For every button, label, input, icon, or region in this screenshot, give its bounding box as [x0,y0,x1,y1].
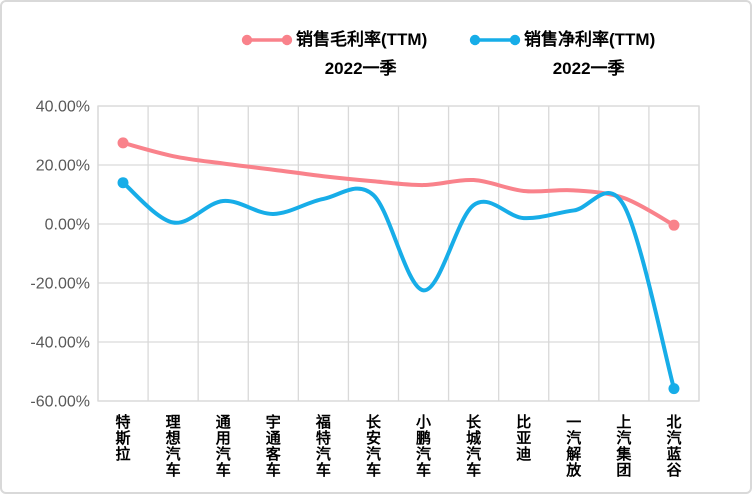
legend-label-gross-margin: 销售毛利率(TTM) [296,30,428,49]
x-axis-category-label: 比亚迪 [516,413,531,463]
y-axis-tick-label: 20.00% [36,158,90,175]
x-axis-category-label: 长城汽车 [466,413,482,479]
x-axis-category-label: 小鹏汽车 [416,414,431,479]
legend-sublabel-gross-margin: 2022一季 [324,59,397,79]
y-axis-tick-label: -20.00% [30,276,90,293]
y-axis-tick-label: -40.00% [30,335,90,352]
gross-margin-line-endpoint-marker [117,137,129,149]
x-axis-category-label: 北汽蓝谷 [666,414,682,479]
gross-margin-line [121,140,676,228]
x-axis-category-label: 一汽解放 [565,414,582,479]
y-axis-tick-label: 40.00% [36,99,90,116]
legend-label-net-margin: 销售净利率(TTM) [524,30,656,49]
x-axis-category-label: 上汽集团 [615,414,632,479]
x-axis-category-label: 福特汽车 [315,413,331,479]
net-margin-line-endpoint-marker [117,177,129,189]
net-margin-series-marker-icon [469,34,521,46]
y-axis-tick-label: 0.00% [45,217,90,234]
gross-margin-line-endpoint-marker [668,219,680,231]
x-axis-category-label: 理想汽车 [165,414,181,479]
y-axis-tick-label: -60.00% [30,394,90,411]
x-axis-category-label: 特斯拉 [116,413,131,463]
net-margin-line [121,180,676,391]
x-axis-category-label: 长安汽车 [366,413,382,479]
x-axis-category-label: 通用汽车 [216,414,231,479]
net-margin-line-endpoint-marker [668,383,680,395]
x-axis-category-label: 宇通客车 [265,413,282,479]
gross-margin-series-marker-icon [241,34,293,46]
legend-entry-gross-margin: 销售毛利率(TTM) 2022一季 [240,30,427,80]
legend-sublabel-net-margin: 2022一季 [552,59,625,79]
legend-entry-net-margin: 销售净利率(TTM) 2022一季 [468,30,655,80]
chart-legend: 销售毛利率(TTM) 2022一季 销售净利率(TTM) 2022一季 [2,30,750,88]
plot-border [97,105,700,402]
